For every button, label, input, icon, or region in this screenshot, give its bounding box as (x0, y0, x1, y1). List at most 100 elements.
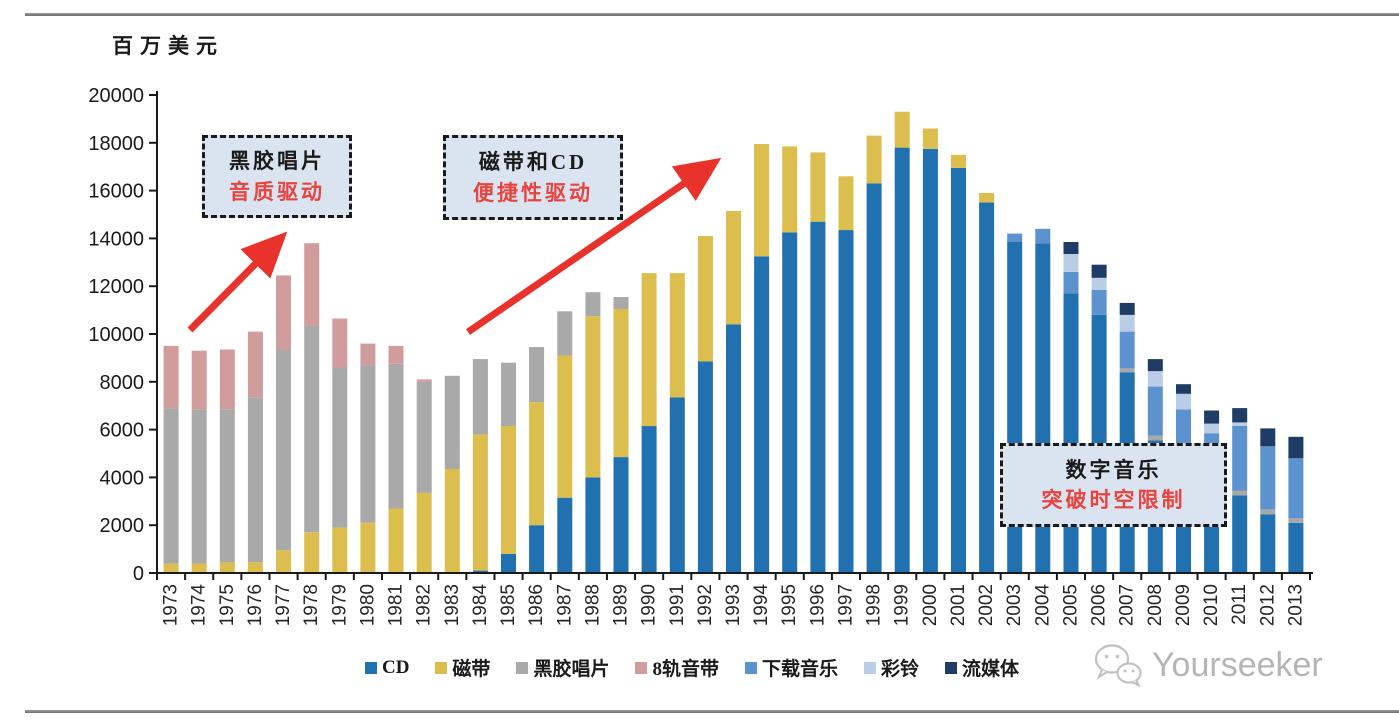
bar-segment-1973-磁带 (163, 563, 179, 573)
bar-segment-2008-彩铃 (1147, 371, 1163, 387)
bar-segment-1986-CD (529, 525, 545, 573)
bar-segment-2006-流媒体 (1091, 264, 1107, 278)
bar-segment-1974-8轨音带 (191, 350, 207, 410)
bar-segment-2006-下载音乐 (1091, 289, 1107, 315)
bar-segment-1975-黑胶唱片 (219, 409, 235, 563)
x-axis-year-label: 1990 (639, 584, 660, 626)
bar-segment-1992-磁带 (697, 236, 713, 362)
legend-item-黑胶唱片: 黑胶唱片 (516, 654, 609, 681)
bar-segment-1976-8轨音带 (247, 331, 263, 398)
bar-segment-1977-磁带 (276, 550, 291, 573)
bar-segment-1988-黑胶唱片 (585, 292, 601, 317)
y-tick-label: 6000 (100, 420, 145, 442)
bar-segment-1988-CD (585, 477, 601, 573)
legend-label: 磁带 (452, 659, 491, 680)
bar-segment-1980-黑胶唱片 (360, 365, 376, 523)
bar-segment-2011-彩铃 (1232, 422, 1248, 426)
bar-segment-2012-黑胶唱片 (1260, 509, 1276, 515)
bar-segment-1983-磁带 (444, 469, 460, 573)
legend-label: 下载音乐 (761, 659, 838, 680)
y-tick-label: 4000 (100, 467, 145, 489)
x-axis-year-label: 2004 (1032, 584, 1053, 627)
x-axis-year-label: 2013 (1285, 584, 1306, 626)
x-axis-year-label: 2005 (1060, 584, 1081, 626)
bar-segment-2011-下载音乐 (1232, 426, 1248, 491)
bar-segment-1991-CD (669, 397, 685, 573)
bar-segment-1988-磁带 (585, 316, 601, 478)
bar-segment-2003-下载音乐 (1007, 233, 1023, 242)
bar-segment-2011-流媒体 (1232, 408, 1248, 423)
bar-segment-1976-黑胶唱片 (247, 397, 263, 563)
bar-segment-1989-CD (613, 457, 629, 573)
bar-segment-1986-黑胶唱片 (529, 347, 545, 403)
bar-segment-1980-磁带 (360, 522, 376, 573)
bar-segment-1997-磁带 (838, 176, 854, 231)
bar-segment-1995-CD (782, 232, 798, 573)
bar-segment-1990-磁带 (641, 273, 657, 427)
bar-segment-1981-黑胶唱片 (388, 363, 404, 509)
bar-segment-1974-黑胶唱片 (191, 409, 207, 564)
bar-segment-1983-黑胶唱片 (444, 375, 460, 469)
legend-item-8轨音带: 8轨音带 (635, 654, 719, 681)
bar-segment-2010-流媒体 (1204, 410, 1220, 424)
bar-segment-1981-磁带 (388, 508, 404, 573)
bar-segment-2008-下载音乐 (1147, 386, 1163, 436)
x-axis-year-label: 1997 (835, 584, 856, 626)
bar-segment-2000-CD (922, 148, 938, 574)
bar-segment-1980-8轨音带 (360, 343, 376, 366)
x-axis-year-label: 1982 (414, 584, 435, 626)
bar-segment-1979-8轨音带 (332, 318, 348, 368)
bar-segment-1987-CD (557, 497, 573, 573)
annotation-digital-title: 数字音乐 (1065, 457, 1162, 482)
x-axis-year-label: 2001 (948, 584, 969, 626)
bar-segment-1977-8轨音带 (276, 275, 291, 350)
bar-segment-2002-CD (979, 202, 995, 573)
bar-segment-2013-下载音乐 (1288, 458, 1304, 519)
watermark-text: Yourseeker (1152, 645, 1323, 684)
annotation-vinyl: 黑胶唱片 音质驱动 (202, 135, 352, 218)
y-tick-label: 8000 (100, 372, 145, 394)
legend-swatch-icon (635, 661, 648, 674)
y-tick-label: 18000 (88, 133, 144, 155)
x-axis-year-label: 1988 (582, 584, 603, 626)
legend-item-CD: CD (364, 657, 409, 679)
legend-swatch-icon (945, 661, 957, 674)
bar-segment-2013-CD (1288, 522, 1304, 573)
annotation-vinyl-title: 黑胶唱片 (229, 149, 325, 174)
bar-segment-2008-黑胶唱片 (1147, 435, 1163, 441)
x-axis-year-label: 2002 (976, 584, 997, 626)
x-axis-year-label: 1987 (554, 584, 575, 626)
annotation-cassette-cd: 磁带和CD 便捷性驱动 (443, 135, 623, 220)
x-axis-year-label: 1985 (498, 584, 519, 626)
annotation-digital: 数字音乐 突破时空限制 (1000, 443, 1227, 527)
bar-segment-1989-黑胶唱片 (613, 297, 629, 309)
bar-segment-1993-CD (726, 324, 741, 573)
bottom-separator-line (25, 710, 1399, 713)
y-tick-label: 0 (133, 563, 144, 585)
bar-segment-2002-磁带 (979, 193, 995, 203)
bar-segment-1999-磁带 (894, 111, 910, 148)
bar-segment-1978-磁带 (304, 532, 320, 573)
x-axis-year-label: 2003 (1004, 584, 1025, 626)
annotation-cassette-cd-subtitle: 便捷性驱动 (473, 180, 593, 205)
legend-label: 流媒体 (962, 659, 1020, 680)
annotation-vinyl-subtitle: 音质驱动 (229, 179, 325, 204)
bar-segment-1985-CD (501, 553, 516, 573)
bar-segment-2012-下载音乐 (1260, 446, 1276, 510)
bar-segment-1990-CD (641, 426, 657, 573)
bar-segment-1997-CD (838, 230, 854, 573)
x-axis-year-label: 1998 (864, 584, 885, 626)
bar-segment-1987-黑胶唱片 (557, 311, 573, 356)
legend-swatch-icon (435, 661, 448, 674)
bar-segment-2001-磁带 (951, 154, 966, 168)
annotation-digital-subtitle: 突破时空限制 (1041, 488, 1186, 512)
bar-segment-1992-CD (697, 361, 713, 573)
y-tick-label: 20000 (88, 85, 144, 107)
x-axis-year-label: 1986 (526, 584, 547, 626)
top-separator-line (25, 13, 1399, 16)
bar-segment-2007-黑胶唱片 (1119, 368, 1135, 373)
x-axis-year-label: 1989 (611, 584, 632, 626)
x-axis-year-label: 1981 (386, 584, 407, 626)
bar-segment-1982-黑胶唱片 (416, 381, 432, 493)
